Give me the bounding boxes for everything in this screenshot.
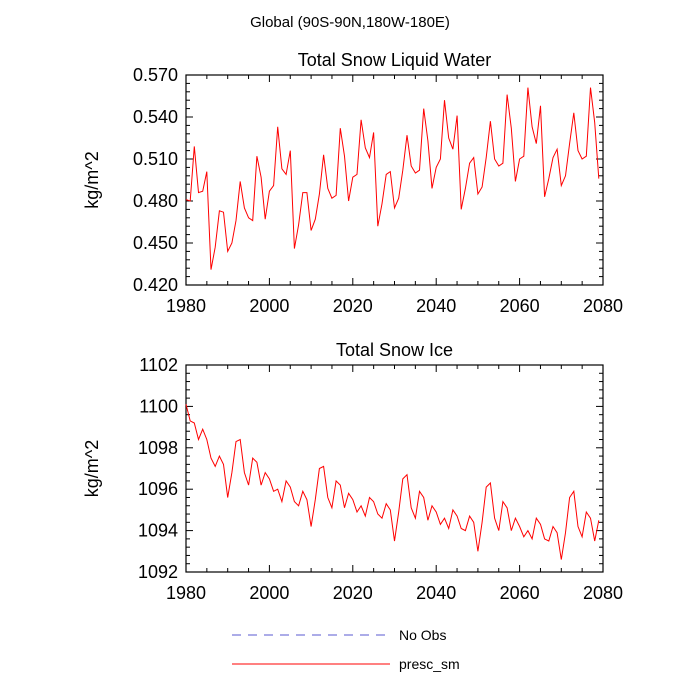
chart-panel-1: Total Snow Liquid Water 0.420 0.450 0.480 0.… bbox=[82, 50, 623, 316]
x-tick-label: 1980 bbox=[166, 296, 206, 316]
y-axis-label: kg/m^2 bbox=[82, 440, 102, 497]
x-tick-label: 2000 bbox=[249, 583, 289, 603]
legend-label: No Obs bbox=[399, 627, 446, 643]
chart-panel-2: Total Snow Ice 1092 1094 1096 1098 1100 1102 19… bbox=[82, 340, 623, 603]
x-tick-label: 2080 bbox=[583, 296, 623, 316]
y-tick-label: 1098 bbox=[138, 438, 178, 458]
x-tick-label: 2040 bbox=[416, 583, 456, 603]
x-tick-label: 2020 bbox=[333, 583, 373, 603]
y-tick-label: 1100 bbox=[139, 396, 178, 416]
y-tick-label: 1102 bbox=[139, 355, 178, 375]
series-line-presc_sm bbox=[185, 404, 600, 560]
y-tick-label: 0.540 bbox=[133, 107, 178, 127]
y-tick-label: 1094 bbox=[138, 521, 178, 541]
x-tick-label: 1980 bbox=[166, 583, 206, 603]
y-axis-label: kg/m^2 bbox=[82, 151, 102, 208]
y-tick-label: 1092 bbox=[138, 562, 178, 582]
y-tick-label: 0.570 bbox=[133, 65, 178, 85]
y-tick-label: 0.510 bbox=[133, 149, 178, 169]
x-tick-label: 2040 bbox=[416, 296, 456, 316]
x-tick-label: 2060 bbox=[500, 296, 540, 316]
y-tick-label: 0.420 bbox=[133, 275, 178, 295]
y-tick-label: 0.450 bbox=[133, 233, 178, 253]
legend-label: presc_sm bbox=[399, 656, 460, 672]
y-tick-label: 0.480 bbox=[133, 191, 178, 211]
x-tick-label: 2060 bbox=[500, 583, 540, 603]
chart-title: Total Snow Ice bbox=[336, 340, 453, 360]
figure-title-text: Global (90S-90N,180W-180E) bbox=[250, 14, 450, 31]
y-tick-label: 1096 bbox=[138, 479, 178, 499]
x-tick-label: 2000 bbox=[249, 296, 289, 316]
chart-title: Total Snow Liquid Water bbox=[298, 50, 491, 70]
legend: No Obs presc_sm bbox=[232, 627, 460, 672]
series-line-presc_sm bbox=[185, 87, 600, 270]
x-tick-label: 2020 bbox=[333, 296, 373, 316]
x-tick-label: 2080 bbox=[583, 583, 623, 603]
